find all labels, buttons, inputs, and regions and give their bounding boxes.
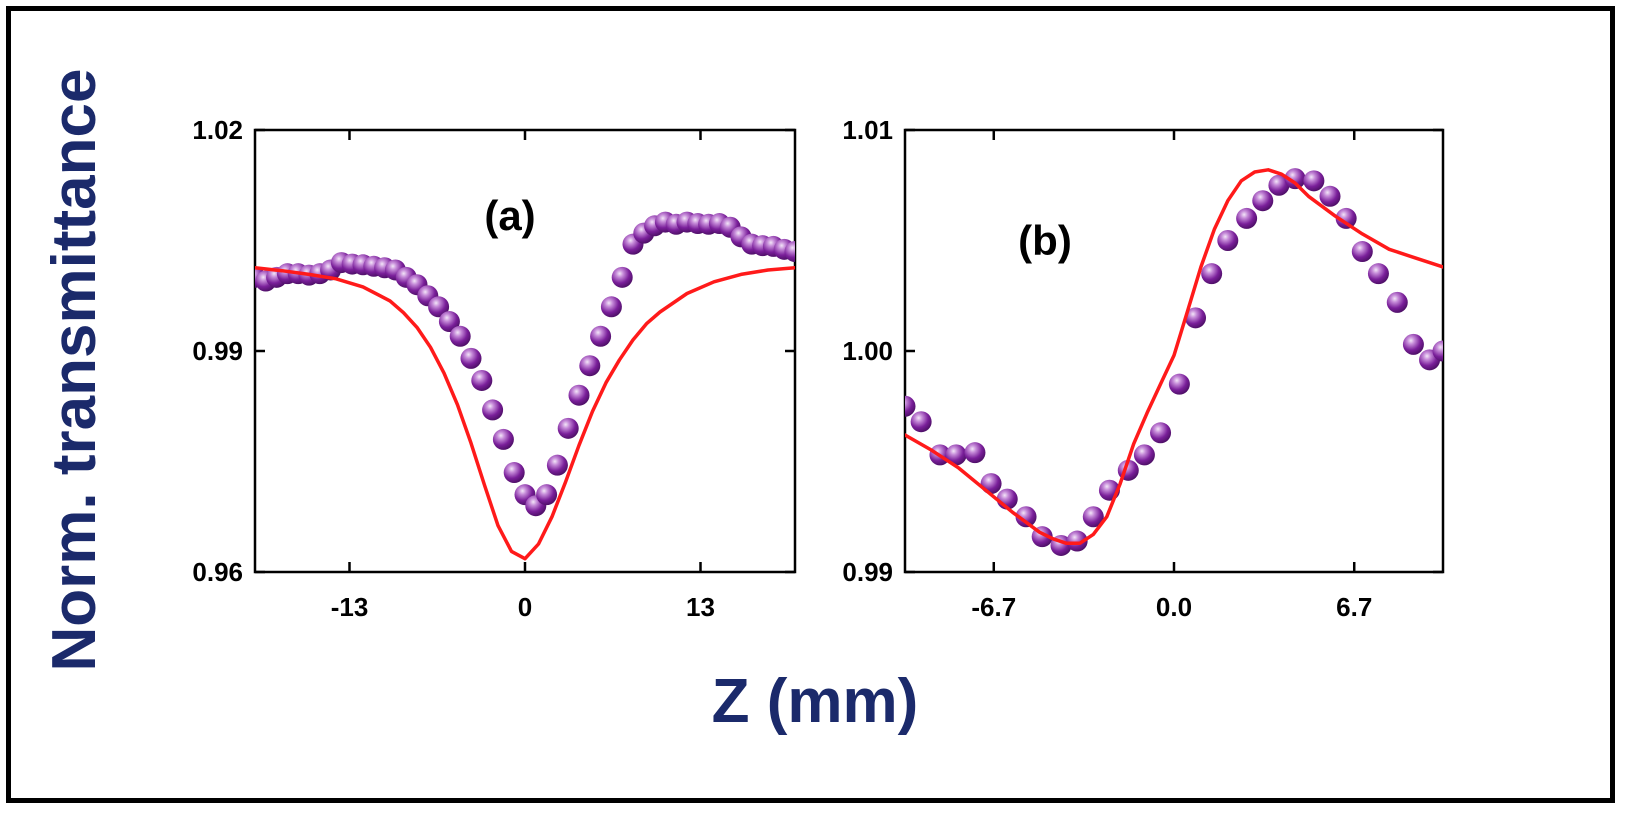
pb-data-point bbox=[1015, 506, 1037, 528]
pb-data-point bbox=[964, 442, 986, 464]
pa-data-point bbox=[503, 462, 525, 484]
pa-data-point bbox=[449, 325, 471, 347]
pb-data-point bbox=[1367, 263, 1389, 285]
pb-data-point bbox=[1168, 373, 1190, 395]
pb-data-point bbox=[1066, 530, 1088, 552]
pb-xtick-label: 0.0 bbox=[1156, 592, 1192, 622]
pb-data-point bbox=[1150, 422, 1172, 444]
pb-ytick-label: 1.00 bbox=[842, 336, 893, 366]
pa-data-point bbox=[428, 296, 450, 318]
pa-xtick-label: 13 bbox=[686, 592, 715, 622]
pb-data-point bbox=[1319, 185, 1341, 207]
pa-fit-line bbox=[255, 266, 795, 561]
pb-data-point bbox=[1217, 230, 1239, 251]
pa-data-point bbox=[611, 266, 633, 288]
pb-data-point bbox=[1133, 444, 1155, 466]
pb-data-point bbox=[1303, 170, 1325, 192]
pa-data-point bbox=[438, 311, 460, 333]
pb-data-point bbox=[1351, 241, 1373, 263]
y-axis-title: Norm. transmittance bbox=[40, 69, 109, 672]
pb-data-point bbox=[1185, 307, 1207, 329]
pa-data-point bbox=[460, 347, 482, 369]
pa-ytick-label: 0.99 bbox=[192, 336, 243, 366]
pb-xtick-label: -6.7 bbox=[971, 592, 1016, 622]
pa-data-point bbox=[590, 325, 612, 347]
pa-xtick-label: 0 bbox=[518, 592, 532, 622]
x-axis-title: Z (mm) bbox=[712, 667, 919, 736]
chart-panel-a: 0.96 0.99 1.02 -13 0 13 (a) bbox=[192, 115, 797, 622]
pa-xtick-label: -13 bbox=[331, 592, 369, 622]
pb-data-point bbox=[1201, 263, 1223, 285]
pb-ytick-label: 1.01 bbox=[842, 115, 893, 145]
pa-panel-label: (a) bbox=[484, 192, 535, 239]
pb-data-point bbox=[1236, 207, 1258, 229]
pa-data-point bbox=[546, 454, 568, 476]
pb-data-point bbox=[1335, 207, 1357, 229]
pb-xtick-label: 6.7 bbox=[1336, 592, 1372, 622]
pa-data-point bbox=[471, 369, 493, 391]
pb-data-point bbox=[905, 395, 916, 417]
figure-frame bbox=[6, 6, 1615, 803]
pb-fit-line bbox=[905, 168, 1443, 546]
pb-data-point bbox=[1284, 168, 1306, 190]
chart-panel-b: 0.99 1.00 1.01 -6.7 0.0 6.7 (b) bbox=[842, 115, 1445, 622]
pb-data-point bbox=[910, 411, 932, 433]
pb-data-point bbox=[980, 473, 1002, 495]
pb-data-point bbox=[1386, 291, 1408, 313]
pa-data-point bbox=[557, 417, 579, 439]
pa-data-point bbox=[784, 241, 795, 263]
pb-data-point bbox=[1432, 340, 1443, 362]
pa-data-point bbox=[579, 355, 601, 377]
pb-data-point bbox=[1268, 174, 1290, 196]
pb-data-point bbox=[1402, 333, 1424, 355]
pa-data-point bbox=[482, 399, 504, 421]
pa-data-point bbox=[568, 384, 590, 406]
pb-data-point bbox=[1082, 506, 1104, 528]
pb-ytick-label: 0.99 bbox=[842, 557, 893, 587]
pb-data-point bbox=[1252, 190, 1274, 212]
pa-data-point bbox=[600, 296, 622, 318]
pa-ytick-label: 1.02 bbox=[192, 115, 243, 145]
pb-data-point bbox=[945, 444, 967, 466]
pa-ytick-label: 0.96 bbox=[192, 557, 243, 587]
pa-data-point bbox=[536, 484, 558, 506]
pb-panel-label: (b) bbox=[1018, 217, 1072, 264]
pa-data-point bbox=[492, 428, 514, 450]
